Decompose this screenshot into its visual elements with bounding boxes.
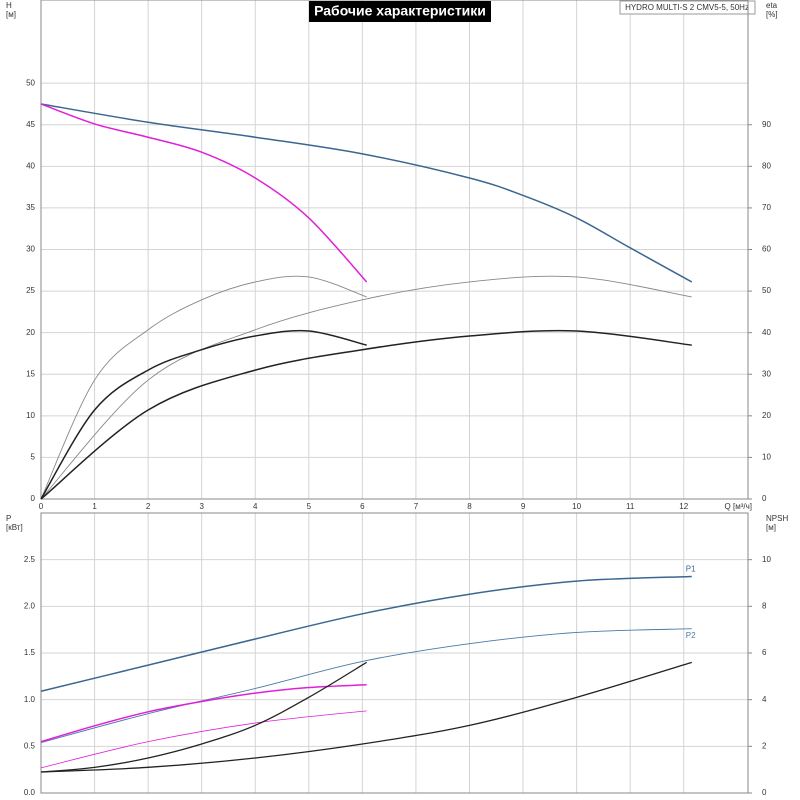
x-tick-label: 0 — [39, 502, 44, 511]
curve — [40, 329, 692, 500]
y-tick-label: 0.0 — [24, 788, 36, 797]
y2-tick-label: 2 — [762, 741, 767, 750]
y-tick-label: 1.0 — [24, 695, 36, 704]
x-tick-label: 8 — [467, 502, 472, 511]
y-tick-label: 50 — [26, 78, 35, 87]
y-axis-label: H — [6, 1, 12, 10]
y-tick-label: 40 — [26, 161, 35, 170]
x-tick-label: 12 — [679, 502, 688, 511]
x-tick-label: 11 — [626, 502, 635, 511]
x-axis-label: Q [м³/ч] — [725, 502, 752, 511]
chart-subtitle: HYDRO MULTI-S 2 CMV5-5, 50Hz — [625, 3, 749, 12]
curve — [40, 275, 692, 500]
y-tick-label: 0 — [31, 494, 36, 503]
y-tick-label: 45 — [26, 120, 35, 129]
y-tick-label: 35 — [26, 203, 35, 212]
y2-tick-label: 8 — [762, 601, 767, 610]
y-tick-label: 30 — [26, 245, 35, 254]
y2-tick-label: 10 — [762, 453, 771, 462]
y-axis-label: P — [6, 514, 11, 523]
x-tick-label: 6 — [360, 502, 365, 511]
curve — [40, 329, 367, 500]
y2-tick-label: 70 — [762, 203, 771, 212]
y2-tick-label: 60 — [762, 245, 771, 254]
x-tick-label: 4 — [253, 502, 258, 511]
y2-axis-unit: [%] — [766, 10, 778, 19]
model-box — [619, 0, 756, 15]
y-tick-label: 0.5 — [24, 741, 36, 750]
y2-tick-label: 80 — [762, 161, 771, 170]
y-tick-label: 15 — [26, 369, 35, 378]
y-tick-label: 25 — [26, 286, 35, 295]
curve — [40, 575, 692, 692]
curve — [40, 661, 692, 773]
y2-tick-label: 6 — [762, 648, 767, 657]
x-tick-label: 1 — [92, 502, 97, 511]
x-tick-label: 9 — [521, 502, 526, 511]
curve — [40, 275, 367, 500]
curve-label: P2 — [686, 631, 696, 640]
y-tick-label: 2.0 — [24, 601, 36, 610]
curve — [40, 683, 367, 743]
curve — [40, 661, 367, 773]
curve — [40, 628, 692, 744]
curve-label: P1 — [686, 565, 696, 574]
y-tick-label: 20 — [26, 328, 35, 337]
y-tick-label: 5 — [31, 453, 36, 462]
title-box — [309, 1, 491, 22]
y2-tick-label: 0 — [762, 494, 767, 503]
curve — [40, 103, 693, 283]
y2-axis-unit: [м] — [766, 523, 776, 532]
x-tick-label: 10 — [572, 502, 581, 511]
y2-tick-label: 50 — [762, 286, 771, 295]
y2-tick-label: 30 — [762, 369, 771, 378]
plot-layer: 0 1 2 3 4 5 6 7 8 9 10 11 12051015202530354045500102… — [6, 0, 788, 797]
chart-title: Рабочие характеристики — [314, 3, 486, 19]
curve — [40, 103, 368, 283]
y2-tick-label: 4 — [762, 695, 767, 704]
y2-axis-label: eta — [766, 1, 778, 10]
y-tick-label: 1.5 — [24, 648, 36, 657]
y2-tick-label: 0 — [762, 788, 767, 797]
y-tick-label: 10 — [26, 411, 35, 420]
x-tick-label: 2 — [146, 502, 151, 511]
x-tick-label: 7 — [414, 502, 419, 511]
y-axis-unit: [кВт] — [6, 523, 23, 532]
y2-axis-label: NPSH — [766, 514, 788, 523]
y2-tick-label: 90 — [762, 120, 771, 129]
y-tick-label: 2.5 — [24, 555, 36, 564]
y-axis-unit: [м] — [6, 10, 16, 19]
y2-tick-label: 40 — [762, 328, 771, 337]
curve — [40, 710, 367, 769]
x-tick-label: 3 — [199, 502, 204, 511]
y2-tick-label: 20 — [762, 411, 771, 420]
y2-tick-label: 10 — [762, 555, 771, 564]
x-tick-label: 5 — [307, 502, 312, 511]
